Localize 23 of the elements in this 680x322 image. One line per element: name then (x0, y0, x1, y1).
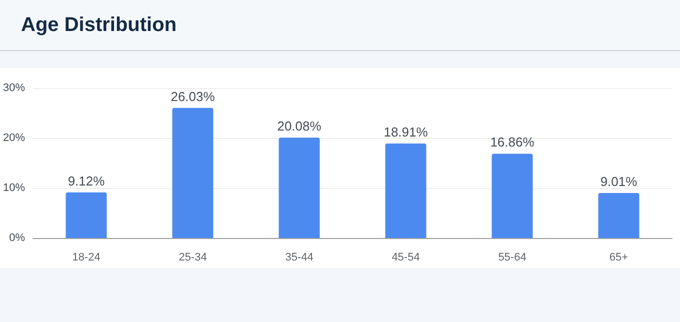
bar (492, 154, 533, 238)
chart-title: Age Distribution (21, 14, 177, 36)
data-label: 9.01% (600, 174, 638, 189)
y-tick-label: 10% (2, 182, 26, 194)
data-label: 26.03% (170, 88, 216, 104)
data-label: 20.08% (277, 118, 322, 134)
bar (172, 108, 214, 238)
y-tick-label: 30% (2, 82, 26, 94)
bar (278, 138, 320, 238)
x-tick-label: 35-44 (285, 252, 314, 264)
x-tick-label: 18-24 (72, 252, 100, 264)
data-label: 9.12% (68, 173, 106, 188)
data-label: 16.86% (490, 134, 535, 150)
x-tick-label: 45-54 (392, 252, 420, 264)
x-tick-label: 65+ (609, 252, 628, 264)
y-tick-label: 20% (2, 132, 26, 144)
x-tick-label: 25-34 (178, 252, 207, 264)
y-tick-label: 0% (9, 232, 26, 244)
data-label: 18.91% (384, 124, 428, 140)
bar (385, 143, 426, 238)
bar (598, 192, 640, 238)
bar (66, 192, 107, 238)
x-tick-label: 55-64 (498, 252, 526, 264)
